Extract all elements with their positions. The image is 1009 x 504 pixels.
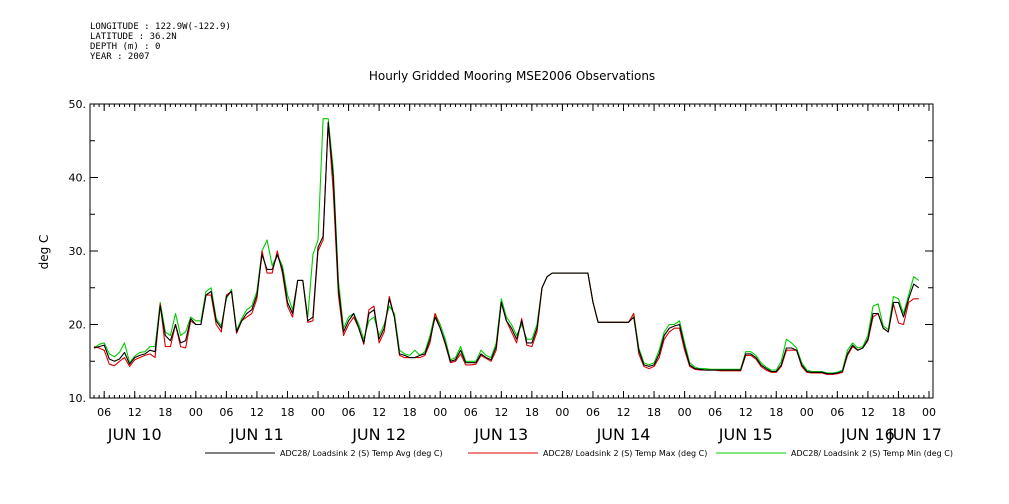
y-tick-label: 30. bbox=[69, 245, 87, 258]
x-tick-label: 06 bbox=[97, 406, 111, 419]
y-tick-labels: 10. 20. 30. 40. 50. bbox=[69, 98, 87, 405]
y-tick-label: 40. bbox=[69, 172, 87, 185]
x-tick-label: 00 bbox=[922, 406, 936, 419]
longitude-text: LONGITUDE : 122.9W(-122.9) bbox=[90, 22, 231, 32]
plot-frame bbox=[89, 103, 934, 399]
x-tick-label: 12 bbox=[250, 406, 264, 419]
x-tick-label: 18 bbox=[280, 406, 294, 419]
year-text: YEAR : 2007 bbox=[90, 52, 150, 62]
x-tick-label: 00 bbox=[189, 406, 203, 419]
x-tick-label: 12 bbox=[372, 406, 386, 419]
legend-label: ADC28/ Loadsink 2 (S) Temp Min (deg C) bbox=[791, 449, 953, 458]
day-label: JUN 13 bbox=[473, 425, 528, 444]
station-metadata: LONGITUDE : 122.9W(-122.9) LATITUDE : 36… bbox=[90, 22, 231, 62]
day-label: JUN 15 bbox=[718, 425, 773, 444]
y-axis-label: deg C bbox=[37, 235, 51, 270]
x-tick-label: 06 bbox=[464, 406, 478, 419]
series-line-avg bbox=[93, 121, 920, 375]
day-label: JUN 10 bbox=[107, 425, 162, 444]
x-tick-label: 18 bbox=[647, 406, 661, 419]
chart-title: Hourly Gridded Mooring MSE2006 Observati… bbox=[369, 69, 655, 83]
x-tick-label: 12 bbox=[739, 406, 753, 419]
x-tick-label: 00 bbox=[678, 406, 692, 419]
series-lines bbox=[93, 118, 920, 376]
x-tick-label: 18 bbox=[769, 406, 783, 419]
day-label: JUN 12 bbox=[351, 425, 406, 444]
legend-label: ADC28/ Loadsink 2 (S) Temp Avg (deg C) bbox=[280, 449, 443, 458]
latitude-text: LATITUDE : 36.2N bbox=[90, 32, 177, 42]
x-tick-label: 18 bbox=[403, 406, 417, 419]
x-tick-label: 12 bbox=[128, 406, 142, 419]
x-tick-label: 00 bbox=[311, 406, 325, 419]
legend: ADC28/ Loadsink 2 (S) Temp Avg (deg C) AD… bbox=[205, 449, 953, 458]
x-tick-label: 06 bbox=[830, 406, 844, 419]
x-tick-label: 12 bbox=[861, 406, 875, 419]
x-tick-label: 00 bbox=[800, 406, 814, 419]
x-tick-label: 18 bbox=[891, 406, 905, 419]
legend-label: ADC28/ Loadsink 2 (S) Temp Max (deg C) bbox=[543, 449, 707, 458]
x-tick-label: 18 bbox=[158, 406, 172, 419]
x-tick-labels: 06 12 18 00 06 12 18 00 06 12 18 00 06 12 18 00 06 12 18 00… bbox=[97, 406, 936, 419]
y-tick-label: 10. bbox=[69, 392, 87, 405]
x-tick-label: 12 bbox=[617, 406, 631, 419]
x-tick-label: 06 bbox=[219, 406, 233, 419]
day-label: JUN 11 bbox=[229, 425, 284, 444]
day-labels: JUN 10 JUN 11 JUN 12 JUN 13 JUN 14 JUN 15 JUN … bbox=[107, 425, 942, 444]
day-label: JUN 14 bbox=[596, 425, 651, 444]
y-tick-label: 50. bbox=[69, 98, 87, 111]
y-tick-label: 20. bbox=[69, 319, 87, 332]
x-tick-label: 00 bbox=[433, 406, 447, 419]
x-tick-label: 06 bbox=[342, 406, 356, 419]
x-tick-label: 06 bbox=[708, 406, 722, 419]
x-tick-label: 00 bbox=[555, 406, 569, 419]
x-tick-label: 06 bbox=[586, 406, 600, 419]
day-label: JUN 17 bbox=[887, 425, 942, 444]
axis-ticks bbox=[90, 103, 933, 399]
x-tick-label: 18 bbox=[525, 406, 539, 419]
day-label: JUN 16 bbox=[840, 425, 895, 444]
series-line-min bbox=[93, 118, 920, 374]
series-line-max bbox=[93, 121, 919, 376]
depth-text: DEPTH (m) : 0 bbox=[90, 42, 161, 52]
x-tick-label: 12 bbox=[494, 406, 508, 419]
